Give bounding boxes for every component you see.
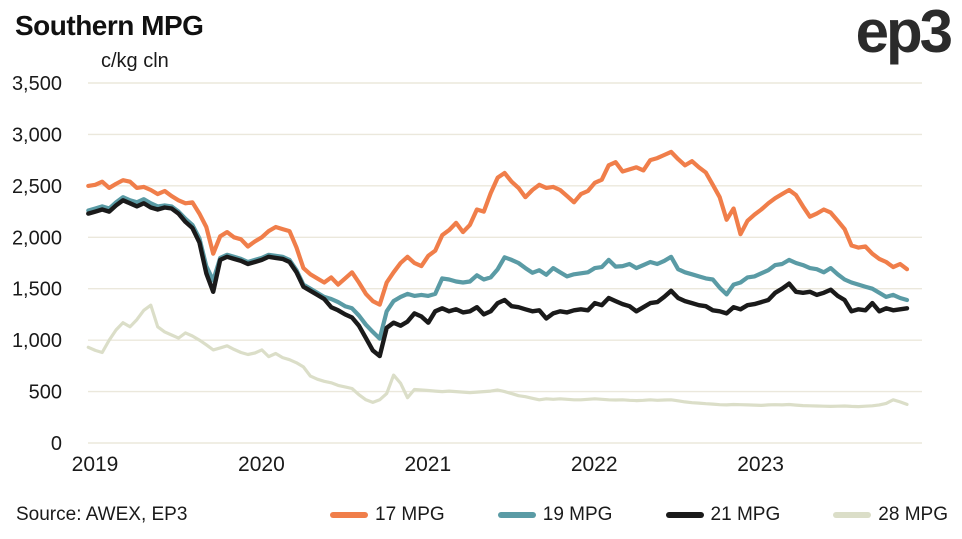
y-tick-500: 500 bbox=[29, 382, 62, 404]
legend-swatch-28mpg bbox=[833, 512, 872, 518]
x-tick-2022: 2022 bbox=[571, 453, 618, 476]
legend-swatch-19mpg bbox=[497, 512, 536, 518]
y-tick-3,000: 3,000 bbox=[12, 124, 62, 146]
legend-label-17mpg: 17 MPG bbox=[375, 504, 445, 525]
x-tick-2023: 2023 bbox=[737, 453, 784, 476]
y-tick-2,000: 2,000 bbox=[12, 227, 62, 249]
legend: 17 MPG 19 MPG 21 MPG 28 MPG bbox=[330, 504, 948, 526]
legend-item-19mpg: 19 MPG bbox=[497, 504, 613, 526]
x-tick-2021: 2021 bbox=[404, 453, 451, 476]
source-note: Source: AWEX, EP3 bbox=[16, 504, 188, 525]
series-line-28-mpg bbox=[86, 303, 909, 409]
legend-item-21mpg: 21 MPG bbox=[665, 504, 781, 526]
y-tick-0: 0 bbox=[51, 433, 62, 455]
y-tick-1,000: 1,000 bbox=[12, 330, 62, 352]
series-line-19-mpg bbox=[86, 195, 910, 341]
legend-label-28mpg: 28 MPG bbox=[878, 504, 948, 525]
chart-footer: Source: AWEX, EP3 17 MPG 19 MPG 21 MPG 2… bbox=[16, 504, 948, 526]
legend-label-21mpg: 21 MPG bbox=[710, 504, 781, 525]
series-line-17-mpg bbox=[86, 149, 910, 307]
legend-item-17mpg: 17 MPG bbox=[330, 504, 445, 526]
legend-swatch-17mpg bbox=[330, 512, 368, 518]
legend-label-19mpg: 19 MPG bbox=[542, 504, 613, 525]
y-tick-3,500: 3,500 bbox=[12, 73, 62, 95]
legend-swatch-21mpg bbox=[665, 512, 704, 518]
y-tick-2,500: 2,500 bbox=[12, 176, 62, 198]
y-axis-unit-label: c/kg cln bbox=[101, 50, 169, 72]
ep3-logo: ep3 bbox=[855, 0, 953, 65]
x-tick-2019: 2019 bbox=[72, 453, 119, 476]
y-tick-1,500: 1,500 bbox=[12, 279, 62, 301]
chart-title: Southern MPG bbox=[15, 10, 204, 41]
series-line-21-mpg bbox=[86, 198, 910, 359]
legend-item-28mpg: 28 MPG bbox=[833, 504, 948, 526]
x-tick-2020: 2020 bbox=[238, 453, 285, 476]
